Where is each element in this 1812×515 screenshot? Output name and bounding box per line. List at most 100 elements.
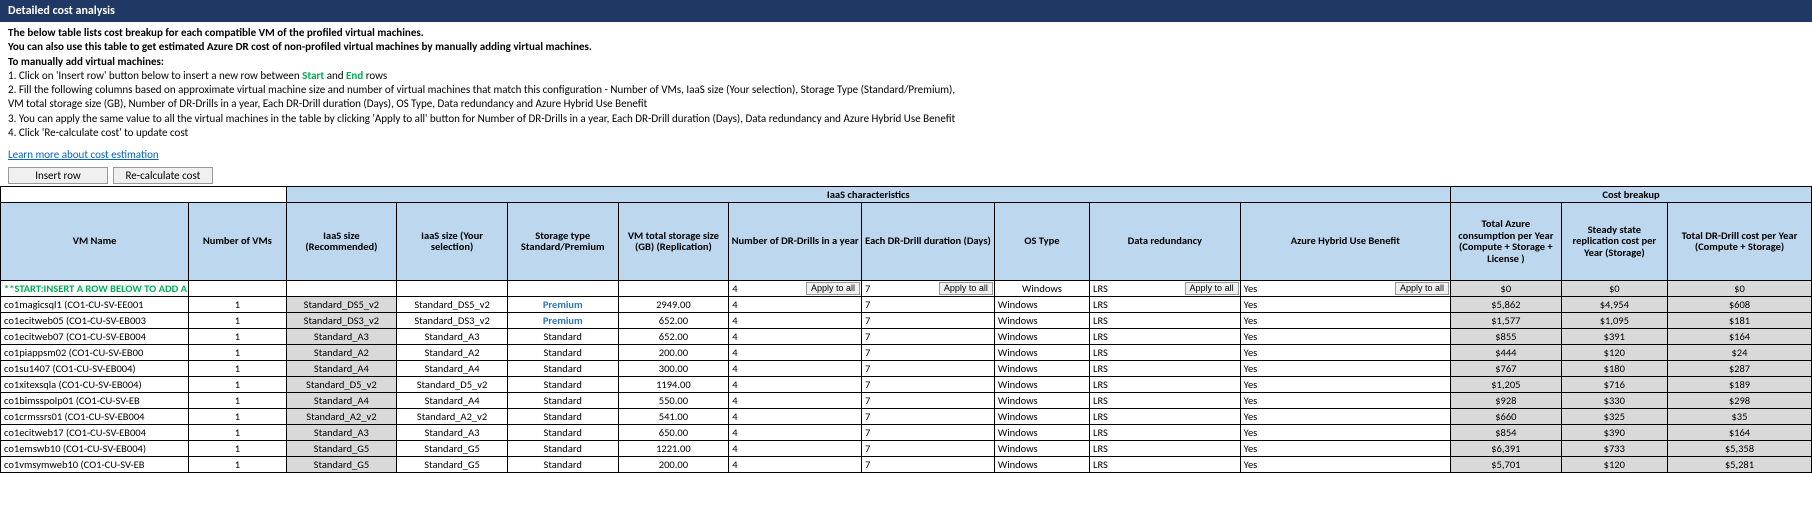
column-header: Storage type Standard/Premium [507, 202, 618, 280]
table-cell: $330 [1561, 392, 1667, 408]
table-cell: Windows [994, 408, 1089, 424]
table-cell: $6,391 [1451, 440, 1562, 456]
table-cell: LRS [1090, 440, 1241, 456]
recalculate-button[interactable]: Re-calculate cost [113, 167, 214, 184]
table-cell: 200.00 [618, 456, 729, 472]
table-cell: co1emswb10 (CO1-CU-SV-EB004) [1, 440, 189, 456]
column-header: Azure Hybrid Use Benefit [1240, 202, 1450, 280]
table-cell: LRS [1090, 360, 1241, 376]
table-cell: $855 [1451, 328, 1562, 344]
table-cell [507, 280, 618, 296]
table-cell: 650.00 [618, 424, 729, 440]
table-cell: 1 [189, 296, 286, 312]
table-cell: 4 [729, 424, 862, 440]
table-cell: 7 [862, 328, 995, 344]
table-cell: Standard_A3 [286, 424, 397, 440]
start-insert-row: **START:INSERT A ROW BELOW TO ADD A NEW … [1, 280, 1812, 296]
table-cell: LRS [1090, 408, 1241, 424]
apply-to-all-button[interactable]: Apply to all [1395, 282, 1449, 295]
table-cell: Windows [994, 280, 1089, 296]
table-cell: 7 [862, 312, 995, 328]
apply-to-all-button[interactable]: Apply to all [939, 282, 993, 295]
table-cell: Windows [994, 360, 1089, 376]
table-cell: Standard_A4 [397, 392, 508, 408]
table-cell: 4 [729, 312, 862, 328]
table-cell: 4 [729, 344, 862, 360]
table-cell: LRS [1090, 392, 1241, 408]
table-cell: $0 [1667, 280, 1811, 296]
table-cell: Standard_A3 [286, 328, 397, 344]
table-cell: $1,577 [1451, 312, 1562, 328]
table-cell: Standard [507, 360, 618, 376]
instr-line: 1. Click on 'Insert row' button below to… [8, 69, 1804, 83]
table-cell: Yes [1240, 344, 1450, 360]
table-cell: Yes [1240, 376, 1450, 392]
table-row: co1piappsm02 (CO1-CU-SV-EB001Standard_A2… [1, 344, 1812, 360]
table-row: co1su1407 (CO1-CU-SV-EB004)1Standard_A4S… [1, 360, 1812, 376]
table-cell: 541.00 [618, 408, 729, 424]
table-cell: 200.00 [618, 344, 729, 360]
instr-line: 2. Fill the following columns based on a… [8, 83, 1804, 97]
table-cell: 1 [189, 408, 286, 424]
table-row: co1ecitweb17 (CO1-CU-SV-EB0041Standard_A… [1, 424, 1812, 440]
table-cell: Standard_A2_v2 [286, 408, 397, 424]
table-cell: LRS [1090, 456, 1241, 472]
apply-to-all-button[interactable]: Apply to all [806, 282, 860, 295]
table-cell: $608 [1667, 296, 1811, 312]
table-cell: LRS [1090, 328, 1241, 344]
table-cell: $1,095 [1561, 312, 1667, 328]
table-cell: $0 [1451, 280, 1562, 296]
column-header: VM total storage size (GB) (Replication) [618, 202, 729, 280]
table-cell: $325 [1561, 408, 1667, 424]
table-cell: Windows [994, 456, 1089, 472]
table-cell: Yes [1240, 360, 1450, 376]
column-header: Data redundancy [1090, 202, 1241, 280]
table-cell: 652.00 [618, 328, 729, 344]
table-cell: LRS [1090, 376, 1241, 392]
table-cell: Standard_A2 [397, 344, 508, 360]
table-cell: Standard_A4 [397, 360, 508, 376]
instr-line: The below table lists cost breakup for e… [8, 26, 1804, 40]
table-cell: $298 [1667, 392, 1811, 408]
table-cell: 7 [862, 360, 995, 376]
column-header: IaaS size (Your selection) [397, 202, 508, 280]
table-cell: 7Apply to all [862, 280, 995, 296]
table-cell: Windows [994, 392, 1089, 408]
table-cell: Windows [994, 328, 1089, 344]
column-header: IaaS size (Recommended) [286, 202, 397, 280]
column-header: Each DR-Drill duration (Days) [862, 202, 995, 280]
table-cell: co1xitexsqla (CO1-CU-SV-EB004) [1, 376, 189, 392]
table-cell: Standard_G5 [286, 456, 397, 472]
table-cell: 4 [729, 456, 862, 472]
table-cell: 7 [862, 392, 995, 408]
table-cell: 1 [189, 440, 286, 456]
table-cell: 1 [189, 360, 286, 376]
table-cell: co1vmsymweb10 (CO1-CU-SV-EB [1, 456, 189, 472]
table-cell: $733 [1561, 440, 1667, 456]
column-header: OS Type [994, 202, 1089, 280]
table-row: co1ecitweb07 (CO1-CU-SV-EB0041Standard_A… [1, 328, 1812, 344]
table-cell: co1bimsspolp01 (CO1-CU-SV-EB [1, 392, 189, 408]
table-cell: LRSApply to all [1090, 280, 1241, 296]
table-cell: 1 [189, 344, 286, 360]
table-cell: 7 [862, 424, 995, 440]
table-cell: 4 [729, 296, 862, 312]
insert-row-button[interactable]: Insert row [8, 167, 108, 184]
apply-to-all-button[interactable]: Apply to all [1185, 282, 1239, 295]
table-cell: 7 [862, 456, 995, 472]
table-cell: Premium [507, 296, 618, 312]
table-cell: Standard_DS3_v2 [286, 312, 397, 328]
table-cell: Windows [994, 440, 1089, 456]
table-row: co1emswb10 (CO1-CU-SV-EB004)1Standard_G5… [1, 440, 1812, 456]
table-cell: Standard_A4 [286, 392, 397, 408]
table-cell: 1 [189, 392, 286, 408]
column-header: Number of VMs [189, 202, 286, 280]
learn-more-link[interactable]: Learn more about cost estimation [8, 148, 159, 161]
table-cell: co1ecitweb07 (CO1-CU-SV-EB004 [1, 328, 189, 344]
column-header: Steady state replication cost per Year (… [1561, 202, 1667, 280]
table-cell: Standard [507, 328, 618, 344]
table-cell: 1 [189, 424, 286, 440]
table-cell: 7 [862, 440, 995, 456]
table-cell: Standard [507, 456, 618, 472]
table-cell [397, 280, 508, 296]
